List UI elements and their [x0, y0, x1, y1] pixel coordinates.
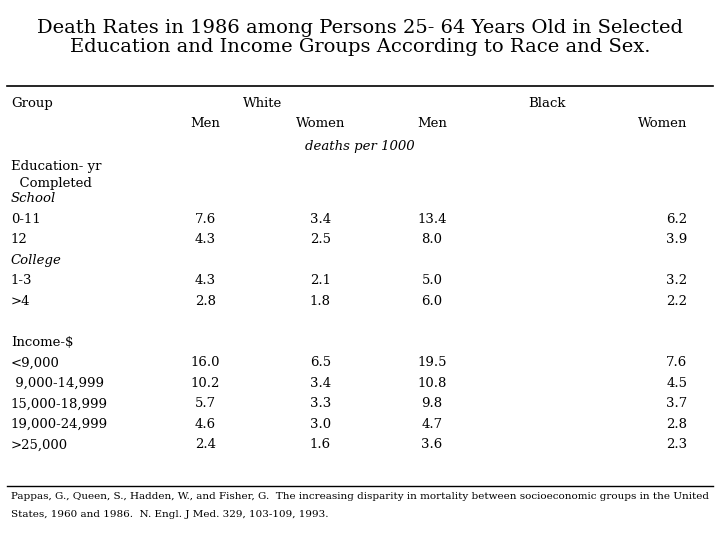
- Text: 6.5: 6.5: [310, 356, 331, 369]
- Text: 19.5: 19.5: [418, 356, 446, 369]
- Text: 3.0: 3.0: [310, 418, 331, 431]
- Text: Women: Women: [638, 117, 688, 130]
- Text: 3.4: 3.4: [310, 377, 331, 390]
- Text: 1.6: 1.6: [310, 438, 331, 451]
- Text: 10.2: 10.2: [191, 377, 220, 390]
- Text: Education and Income Groups According to Race and Sex.: Education and Income Groups According to…: [70, 38, 650, 56]
- Text: 7.6: 7.6: [194, 213, 216, 226]
- Text: 3.3: 3.3: [310, 397, 331, 410]
- Text: Women: Women: [296, 117, 345, 130]
- Text: Completed: Completed: [11, 177, 91, 190]
- Text: 2.8: 2.8: [194, 295, 216, 308]
- Text: 2.2: 2.2: [667, 295, 688, 308]
- Text: Group: Group: [11, 97, 53, 110]
- Text: 3.2: 3.2: [667, 274, 688, 287]
- Text: 6.0: 6.0: [421, 295, 443, 308]
- Text: 4.7: 4.7: [421, 418, 443, 431]
- Text: 4.6: 4.6: [194, 418, 216, 431]
- Text: Men: Men: [190, 117, 220, 130]
- Text: 15,000-18,999: 15,000-18,999: [11, 397, 108, 410]
- Text: White: White: [243, 97, 282, 110]
- Text: Death Rates in 1986 among Persons 25- 64 Years Old in Selected: Death Rates in 1986 among Persons 25- 64…: [37, 19, 683, 37]
- Text: 5.0: 5.0: [421, 274, 443, 287]
- Text: 3.4: 3.4: [310, 213, 331, 226]
- Text: School: School: [11, 192, 56, 205]
- Text: 1.8: 1.8: [310, 295, 331, 308]
- Text: 9.8: 9.8: [421, 397, 443, 410]
- Text: College: College: [11, 254, 62, 267]
- Text: 7.6: 7.6: [666, 356, 688, 369]
- Text: 19,000-24,999: 19,000-24,999: [11, 418, 108, 431]
- Text: 4.3: 4.3: [194, 233, 216, 246]
- Text: Income-$: Income-$: [11, 336, 73, 349]
- Text: 5.7: 5.7: [194, 397, 216, 410]
- Text: 9,000-14,999: 9,000-14,999: [11, 377, 104, 390]
- Text: 2.4: 2.4: [194, 438, 216, 451]
- Text: 3.9: 3.9: [666, 233, 688, 246]
- Text: 2.5: 2.5: [310, 233, 331, 246]
- Text: >4: >4: [11, 295, 30, 308]
- Text: >25,000: >25,000: [11, 438, 68, 451]
- Text: Black: Black: [528, 97, 566, 110]
- Text: 1-3: 1-3: [11, 274, 32, 287]
- Text: 2.1: 2.1: [310, 274, 331, 287]
- Text: 3.7: 3.7: [666, 397, 688, 410]
- Text: 12: 12: [11, 233, 27, 246]
- Text: deaths per 1000: deaths per 1000: [305, 140, 415, 153]
- Text: 16.0: 16.0: [191, 356, 220, 369]
- Text: Pappas, G., Queen, S., Hadden, W., and Fisher, G.  The increasing disparity in m: Pappas, G., Queen, S., Hadden, W., and F…: [11, 492, 708, 502]
- Text: 2.8: 2.8: [667, 418, 688, 431]
- Text: Education- yr: Education- yr: [11, 160, 102, 173]
- Text: States, 1960 and 1986.  N. Engl. J Med. 329, 103-109, 1993.: States, 1960 and 1986. N. Engl. J Med. 3…: [11, 510, 328, 519]
- Text: 2.3: 2.3: [667, 438, 688, 451]
- Text: 4.5: 4.5: [667, 377, 688, 390]
- Text: 3.6: 3.6: [421, 438, 443, 451]
- Text: 13.4: 13.4: [418, 213, 446, 226]
- Text: 8.0: 8.0: [421, 233, 443, 246]
- Text: 6.2: 6.2: [667, 213, 688, 226]
- Text: 4.3: 4.3: [194, 274, 216, 287]
- Text: Men: Men: [417, 117, 447, 130]
- Text: 10.8: 10.8: [418, 377, 446, 390]
- Text: 0-11: 0-11: [11, 213, 40, 226]
- Text: <9,000: <9,000: [11, 356, 60, 369]
